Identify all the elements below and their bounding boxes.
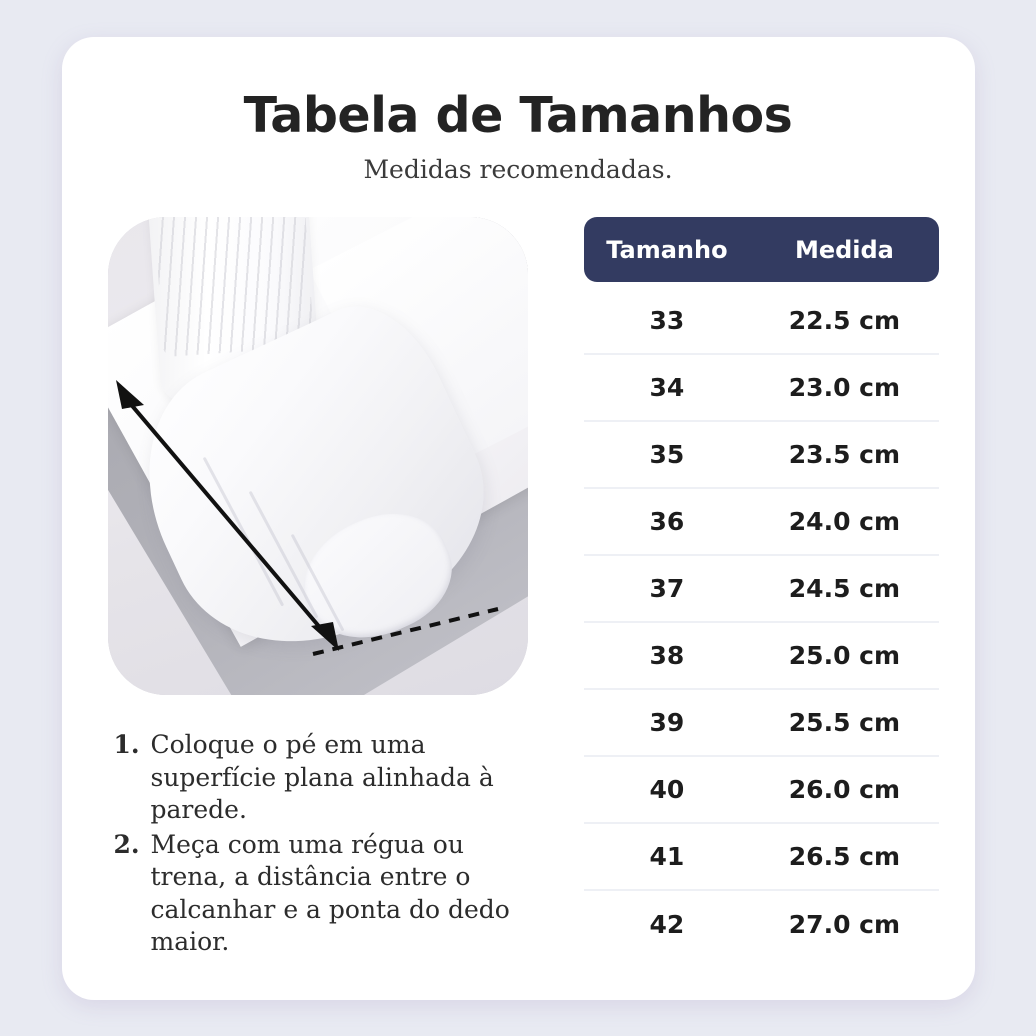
table-row: 35 23.5 cm: [583, 422, 939, 490]
list-item: 2. Meça com uma régua ou trena, a distân…: [114, 829, 528, 959]
page-subtitle: Medidas recomendadas.: [363, 155, 673, 185]
cell-size: 39: [649, 708, 685, 738]
content-columns: 1. Coloque o pé em uma superfície plana …: [107, 217, 939, 961]
column-header-measure: Medida: [794, 235, 894, 264]
table-body: 33 22.5 cm 34 23.0 cm 35 23.5 cm 36 24.0…: [583, 288, 939, 958]
card-header: Tabela de Tamanhos Medidas recomendadas.: [108, 86, 929, 185]
cell-size: 41: [649, 842, 685, 872]
cell-measure: 23.0 cm: [788, 373, 901, 403]
cell-measure: 26.5 cm: [788, 842, 901, 872]
instruction-text: Meça com uma régua ou trena, a distância…: [150, 829, 510, 957]
cell-size: 36: [649, 507, 685, 537]
table-row: 36 24.0 cm: [583, 489, 939, 557]
table-row: 34 23.0 cm: [583, 355, 939, 423]
cell-measure: 24.5 cm: [788, 574, 901, 604]
cell-measure: 25.0 cm: [788, 641, 901, 671]
size-table: Tamanho Medida 33 22.5 cm 34 23.0 cm 35 …: [583, 217, 939, 958]
cell-measure: 26.0 cm: [788, 775, 901, 805]
measurement-arrow-icon: [115, 380, 498, 657]
cell-measure: 24.0 cm: [788, 507, 901, 537]
list-item: 1. Coloque o pé em uma superfície plana …: [114, 729, 528, 827]
table-row: 41 26.5 cm: [583, 824, 939, 892]
cell-size: 40: [649, 775, 685, 805]
cell-size: 34: [649, 373, 685, 403]
table-row: 38 25.0 cm: [583, 623, 939, 691]
table-row: 39 25.5 cm: [583, 690, 939, 758]
size-chart-card: Tabela de Tamanhos Medidas recomendadas.: [61, 36, 975, 1000]
instruction-number: 2.: [113, 829, 140, 859]
table-header-row: Tamanho Medida: [583, 217, 939, 283]
cell-measure: 27.0 cm: [788, 910, 901, 940]
cell-size: 38: [649, 641, 685, 671]
instruction-number: 1.: [113, 730, 140, 760]
table-row: 42 27.0 cm: [584, 891, 939, 958]
left-column: 1. Coloque o pé em uma superfície plana …: [107, 217, 528, 961]
table-row: 37 24.5 cm: [583, 556, 939, 624]
table-row: 33 22.5 cm: [583, 288, 939, 356]
cell-size: 37: [649, 574, 685, 604]
column-header-size: Tamanho: [606, 235, 728, 264]
measurement-instructions: 1. Coloque o pé em uma superfície plana …: [108, 729, 528, 959]
foot-measurement-photo: [107, 217, 528, 696]
cell-measure: 22.5 cm: [788, 306, 901, 336]
cell-measure: 25.5 cm: [788, 708, 901, 738]
cell-size: 33: [649, 306, 685, 336]
table-row: 40 26.0 cm: [583, 757, 939, 825]
cell-size: 35: [649, 440, 685, 470]
right-column: Tamanho Medida 33 22.5 cm 34 23.0 cm 35 …: [583, 217, 939, 958]
instruction-text: Coloque o pé em uma superfície plana ali…: [150, 730, 494, 825]
page-title: Tabela de Tamanhos: [243, 86, 793, 144]
cell-measure: 23.5 cm: [788, 440, 901, 470]
cell-size: 42: [649, 910, 685, 940]
